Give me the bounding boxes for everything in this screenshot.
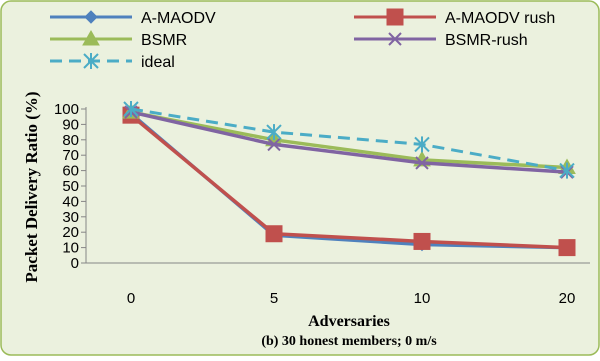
data-point xyxy=(123,101,139,117)
x-axis-label: Adversaries xyxy=(308,313,390,330)
legend-item: ideal xyxy=(50,53,175,71)
y-tick-label: 20 xyxy=(62,224,79,241)
y-axis-label: Packet Delivery Ratio (%) xyxy=(22,91,41,282)
y-tick-label: 90 xyxy=(62,116,79,133)
data-point xyxy=(265,225,283,243)
data-point xyxy=(413,232,431,250)
data-point xyxy=(267,137,281,152)
legend-label: BSMR xyxy=(141,32,187,49)
series-line xyxy=(130,107,568,173)
x-tick-label: 0 xyxy=(127,290,135,307)
y-tick-label: 40 xyxy=(62,193,79,210)
legend-label: A-MAODV xyxy=(141,10,216,27)
legend-label: BSMR-rush xyxy=(445,32,528,49)
series-line xyxy=(130,110,568,170)
y-tick-label: 50 xyxy=(62,178,79,195)
legend-marker xyxy=(84,10,98,24)
data-point xyxy=(559,162,575,179)
y-tick-label: 10 xyxy=(62,240,79,257)
chart-caption: (b) 30 honest members; 0 m/s xyxy=(261,334,437,349)
series-group xyxy=(122,101,576,257)
legend-marker xyxy=(388,32,402,46)
legend-item: BSMR xyxy=(50,29,187,49)
data-point xyxy=(266,124,282,141)
x-tick-label: 20 xyxy=(559,290,576,307)
series-a-maodv-rush xyxy=(122,106,576,257)
data-point xyxy=(558,239,576,257)
legend-marker xyxy=(82,29,100,46)
y-tick-label: 60 xyxy=(62,163,79,180)
legend-label: A-MAODV rush xyxy=(445,10,555,27)
data-point xyxy=(415,156,429,170)
legend-item: BSMR-rush xyxy=(354,32,528,49)
series-line xyxy=(130,110,568,174)
legend-marker xyxy=(83,53,99,69)
legend-label: ideal xyxy=(141,54,175,71)
series-line xyxy=(129,113,568,250)
y-tick-label: 100 xyxy=(54,101,79,118)
data-point xyxy=(414,136,430,153)
x-tick-label: 5 xyxy=(270,290,278,307)
legend: A-MAODV A-MAODV rush BSMR BSMR-rush ideal xyxy=(50,8,555,71)
x-tick-label: 10 xyxy=(414,290,431,307)
y-tick-label: 80 xyxy=(62,132,79,149)
legend-marker xyxy=(386,8,404,26)
series-ideal xyxy=(123,101,575,179)
x-axis: 0 5 10 20 xyxy=(86,262,590,307)
y-tick-label: 70 xyxy=(62,147,79,164)
y-tick-label: 0 xyxy=(71,255,79,272)
legend-item: A-MAODV xyxy=(50,10,216,27)
y-tick-label: 30 xyxy=(62,209,79,226)
legend-item: A-MAODV rush xyxy=(354,8,555,27)
